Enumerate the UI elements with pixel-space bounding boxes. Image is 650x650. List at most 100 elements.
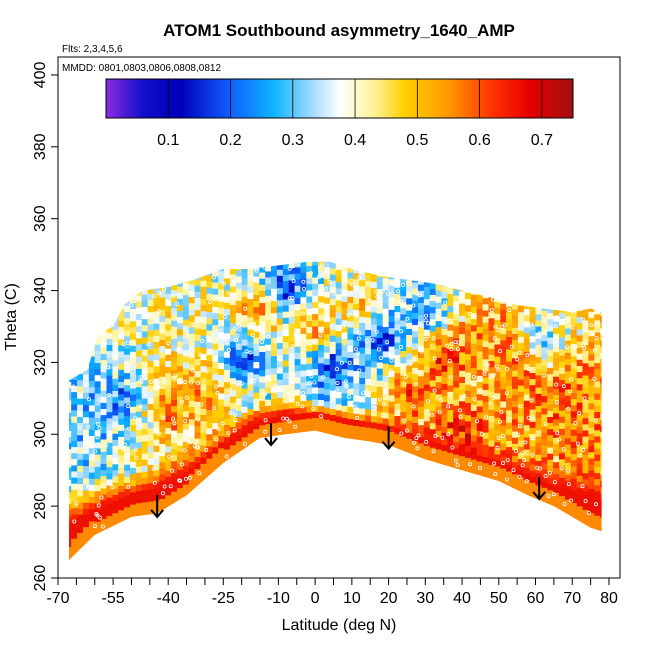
heatmap-cell bbox=[282, 305, 290, 312]
heatmap-cell bbox=[124, 427, 131, 435]
colorbar-tick-label: 0.6 bbox=[468, 132, 490, 149]
heatmap-cell bbox=[353, 370, 360, 378]
heatmap-cell bbox=[135, 343, 143, 351]
heatmap-cell bbox=[353, 333, 360, 341]
heatmap-cell bbox=[135, 429, 143, 436]
heatmap-cell bbox=[341, 423, 349, 431]
heatmap-cell bbox=[353, 254, 360, 261]
observation-marker bbox=[529, 322, 534, 327]
heatmap-cell bbox=[382, 308, 390, 315]
heatmap-cell bbox=[494, 301, 501, 308]
heatmap-cell bbox=[523, 357, 531, 365]
heatmap-cell bbox=[88, 490, 96, 497]
heatmap-cell bbox=[235, 404, 243, 411]
heatmap-cell bbox=[306, 302, 313, 309]
heatmap-cell bbox=[77, 385, 84, 393]
heatmap-cell bbox=[359, 365, 366, 372]
observation-marker bbox=[374, 329, 379, 334]
heatmap-cell bbox=[282, 359, 290, 367]
heatmap-cell bbox=[106, 478, 113, 486]
heatmap-cell bbox=[165, 329, 172, 337]
heatmap-cell bbox=[382, 350, 390, 358]
heatmap-cell bbox=[241, 412, 249, 420]
heatmap-cell bbox=[212, 300, 219, 307]
observation-marker bbox=[146, 342, 151, 347]
heatmap-cell bbox=[465, 298, 472, 306]
heatmap-cell bbox=[218, 313, 225, 321]
heatmap-cell bbox=[106, 509, 113, 517]
heatmap-cell bbox=[494, 484, 501, 492]
heatmap-cell bbox=[83, 483, 90, 491]
heatmap-cell bbox=[182, 374, 190, 381]
heatmap-cell bbox=[347, 290, 354, 297]
heatmap-cell bbox=[118, 467, 125, 474]
heatmap-cell bbox=[100, 536, 108, 544]
heatmap-cell bbox=[94, 338, 102, 345]
observation-marker bbox=[429, 412, 434, 417]
heatmap-cell bbox=[276, 269, 284, 276]
heatmap-cell bbox=[118, 326, 125, 334]
heatmap-cell bbox=[423, 402, 431, 410]
heatmap-cell bbox=[564, 505, 572, 512]
heatmap-cell bbox=[141, 391, 149, 399]
heatmap-cell bbox=[218, 472, 225, 479]
heatmap-cell bbox=[494, 350, 501, 357]
observation-marker bbox=[479, 431, 484, 436]
heatmap-cell bbox=[118, 302, 125, 309]
heatmap-cell bbox=[353, 364, 360, 372]
heatmap-cell bbox=[394, 397, 401, 404]
heatmap-cell bbox=[77, 367, 84, 375]
heatmap-cell bbox=[153, 488, 160, 495]
heatmap-cell bbox=[559, 465, 566, 472]
heatmap-cell bbox=[124, 390, 131, 398]
heatmap-cell bbox=[435, 436, 443, 444]
heatmap-cell bbox=[88, 459, 96, 467]
heatmap-cell bbox=[353, 266, 360, 274]
heatmap-cell bbox=[429, 288, 437, 295]
heatmap-cell bbox=[406, 444, 413, 452]
heatmap-cell bbox=[112, 396, 119, 404]
heatmap-cell bbox=[494, 343, 501, 351]
heatmap-cell bbox=[241, 387, 249, 395]
heatmap-cell bbox=[88, 527, 96, 534]
heatmap-cell bbox=[265, 307, 272, 315]
heatmap-cell bbox=[400, 399, 407, 407]
heatmap-cell bbox=[606, 493, 613, 500]
heatmap-cell bbox=[376, 325, 384, 332]
heatmap-cell bbox=[541, 304, 548, 311]
heatmap-cell bbox=[423, 359, 431, 367]
heatmap-cell bbox=[147, 513, 155, 520]
observation-marker bbox=[287, 419, 292, 424]
heatmap-cell bbox=[517, 293, 525, 301]
heatmap-cell bbox=[253, 386, 260, 393]
heatmap-cell bbox=[229, 408, 237, 415]
heatmap-cell bbox=[182, 282, 190, 290]
heatmap-cell bbox=[253, 294, 260, 302]
heatmap-cell bbox=[594, 496, 601, 504]
heatmap-cell bbox=[194, 401, 202, 408]
heatmap-cell bbox=[188, 357, 196, 365]
heatmap-cell bbox=[570, 459, 578, 467]
heatmap-cell bbox=[229, 322, 237, 330]
heatmap-cell bbox=[523, 339, 531, 346]
heatmap-cell bbox=[341, 362, 349, 370]
heatmap-cell bbox=[435, 363, 443, 370]
heatmap-cell bbox=[435, 314, 443, 322]
heatmap-cell bbox=[570, 313, 578, 320]
heatmap-cell bbox=[412, 361, 419, 368]
heatmap-cell bbox=[341, 313, 349, 321]
heatmap-cell bbox=[165, 445, 172, 453]
heatmap-cell bbox=[323, 358, 331, 365]
heatmap-cell bbox=[318, 375, 325, 382]
heatmap-cell bbox=[335, 269, 343, 277]
heatmap-cell bbox=[376, 435, 384, 442]
heatmap-cell bbox=[594, 313, 601, 321]
heatmap-cell bbox=[235, 379, 243, 387]
heatmap-cell bbox=[218, 337, 225, 345]
heatmap-cell bbox=[177, 402, 184, 409]
heatmap-cell bbox=[535, 435, 542, 443]
heatmap-cell bbox=[159, 473, 166, 481]
heatmap-cell bbox=[365, 402, 372, 410]
heatmap-cell bbox=[447, 458, 454, 465]
heatmap-cell bbox=[159, 327, 166, 334]
